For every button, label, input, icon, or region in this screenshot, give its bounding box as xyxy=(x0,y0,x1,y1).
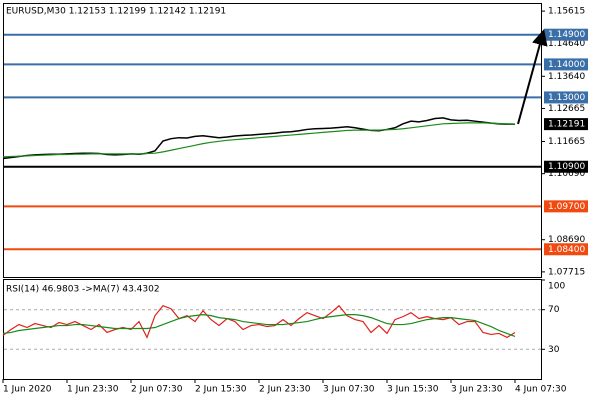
y-tick-label: 1.10690 xyxy=(548,169,585,179)
y-tick-label: 1.13640 xyxy=(548,72,585,82)
level-label: 1.13000 xyxy=(548,93,585,103)
x-tick-label: 2 Jun 23:30 xyxy=(259,385,311,395)
x-tick-label: 2 Jun 15:30 xyxy=(195,385,247,395)
level-label-bg xyxy=(544,243,588,256)
y-tick-label: 1.07715 xyxy=(548,267,585,277)
chart-title: EURUSD,M30 1.12153 1.12199 1.12142 1.121… xyxy=(6,7,226,17)
x-tick-label: 3 Jun 07:30 xyxy=(323,385,375,395)
level-label: 1.14000 xyxy=(548,60,585,70)
plot: 1.15615 1.14640 1.13640 1.12665 1.11665 1.106… xyxy=(2,7,588,395)
level-label-bg xyxy=(544,91,588,104)
price-frame xyxy=(3,3,542,278)
y-tick-label: 1.14640 xyxy=(548,39,585,49)
series-line xyxy=(2,314,516,337)
y-tick-label: 1.15615 xyxy=(548,7,585,17)
y-tick-label: 70 xyxy=(548,305,560,315)
x-tick-label: 3 Jun 15:30 xyxy=(387,385,439,395)
level-label: 1.09700 xyxy=(548,202,585,212)
level-label-bg xyxy=(544,160,588,173)
y-tick-label: 1.08690 xyxy=(548,235,585,245)
rsi-title: RSI(14) 46.9803 ->MA(7) 43.4302 xyxy=(6,285,160,295)
level-label: 1.14900 xyxy=(548,30,585,40)
level-label-bg xyxy=(544,200,588,213)
price-label-bg xyxy=(544,118,588,131)
level-label: 1.08400 xyxy=(548,245,585,255)
x-tick-label: 2 Jun 07:30 xyxy=(131,385,183,395)
y-tick-label: 100 xyxy=(548,282,565,292)
series-line xyxy=(2,122,516,158)
y-tick-label: 1.11665 xyxy=(548,137,585,147)
forecast-arrow xyxy=(517,29,548,125)
series-line xyxy=(2,117,515,160)
series-line xyxy=(2,304,516,339)
rsi-frame xyxy=(3,279,542,380)
level-label: 1.10900 xyxy=(548,162,585,172)
y-tick-label: 1.12665 xyxy=(548,104,585,114)
level-label-bg xyxy=(544,58,588,71)
x-tick-label: 3 Jun 23:30 xyxy=(451,385,503,395)
x-tick-label: 4 Jun 07:30 xyxy=(515,385,567,395)
x-tick-label: 1 Jun 23:30 xyxy=(67,385,119,395)
level-label-bg xyxy=(544,28,588,41)
price-label: 1.12191 xyxy=(548,120,585,130)
y-tick-label: 30 xyxy=(548,345,560,355)
x-tick-label: 1 Jun 2020 xyxy=(3,385,52,395)
